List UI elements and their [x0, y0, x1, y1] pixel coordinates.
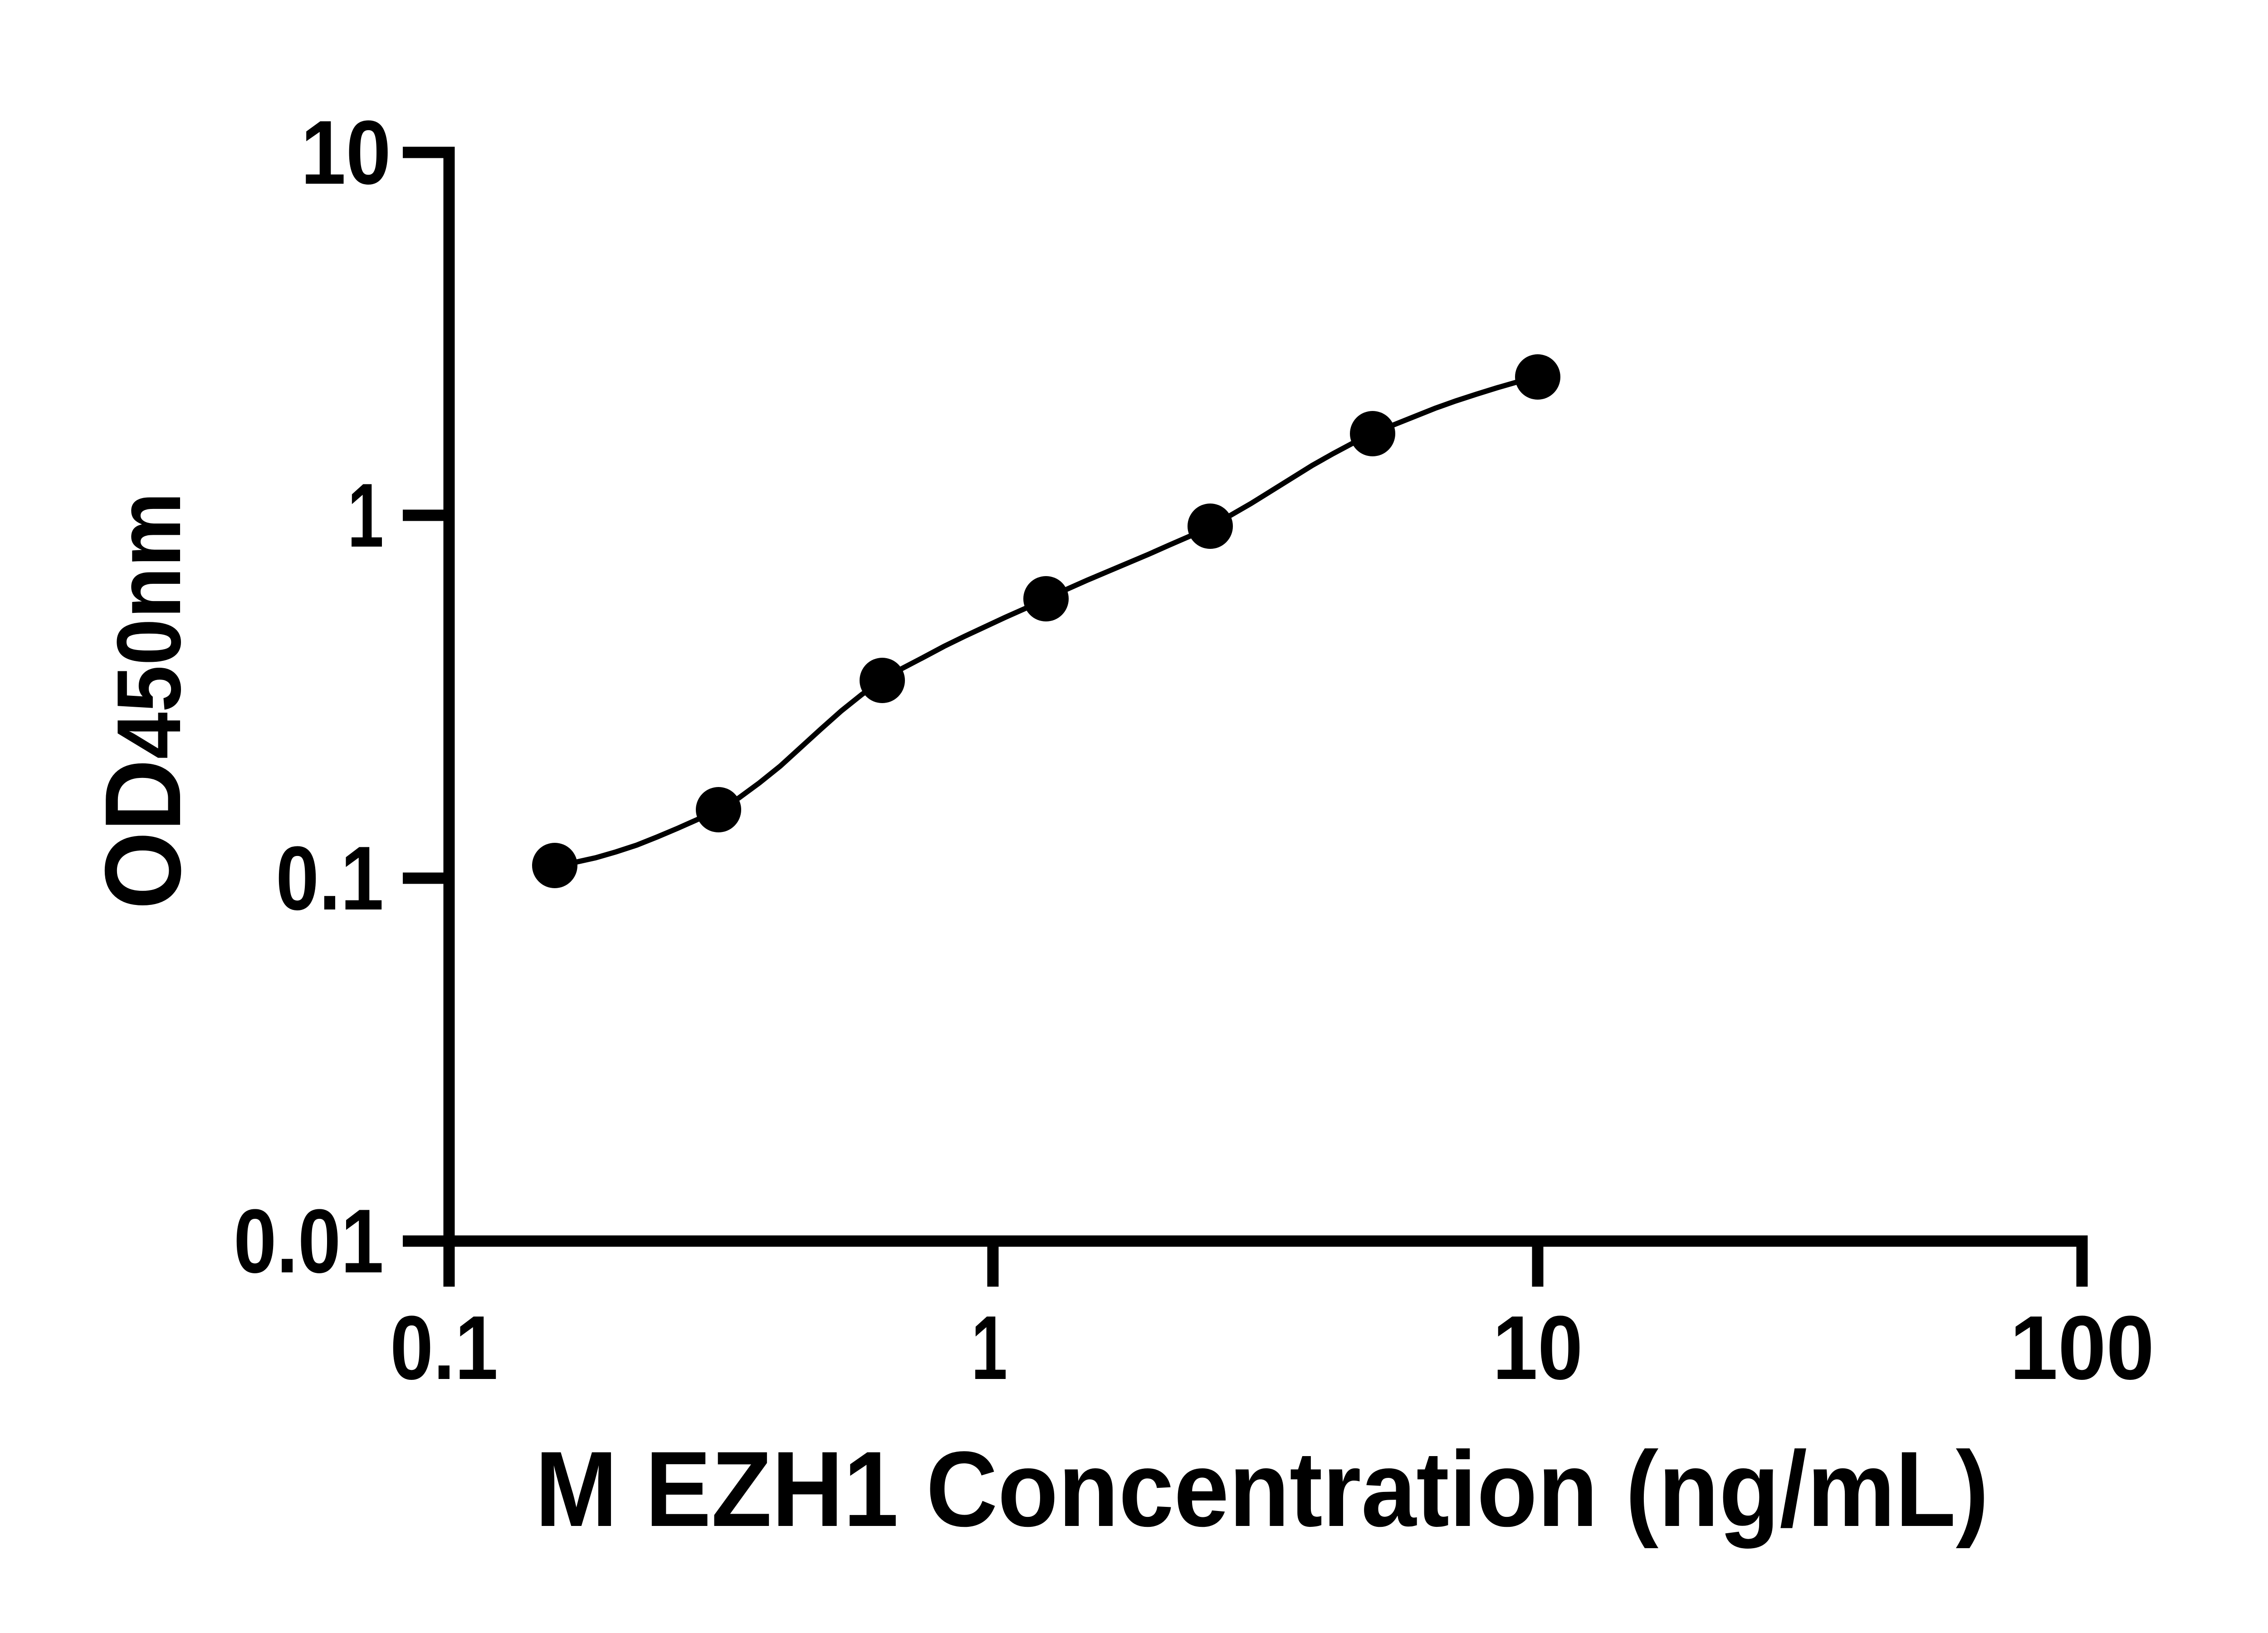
svg-text:100: 100 [2010, 1297, 2155, 1398]
svg-text:0.1: 0.1 [276, 828, 384, 929]
svg-text:M EZH1 Concentration (ng/mL): M EZH1 Concentration (ng/mL) [535, 1429, 1989, 1549]
svg-text:10: 10 [1493, 1297, 1583, 1398]
svg-text:1: 1 [971, 1297, 1007, 1398]
svg-text:1: 1 [347, 465, 384, 566]
svg-text:OD450nm: OD450nm [83, 492, 203, 909]
svg-text:0.01: 0.01 [234, 1191, 384, 1292]
svg-text:0.1: 0.1 [390, 1297, 498, 1398]
svg-text:10: 10 [301, 102, 391, 203]
